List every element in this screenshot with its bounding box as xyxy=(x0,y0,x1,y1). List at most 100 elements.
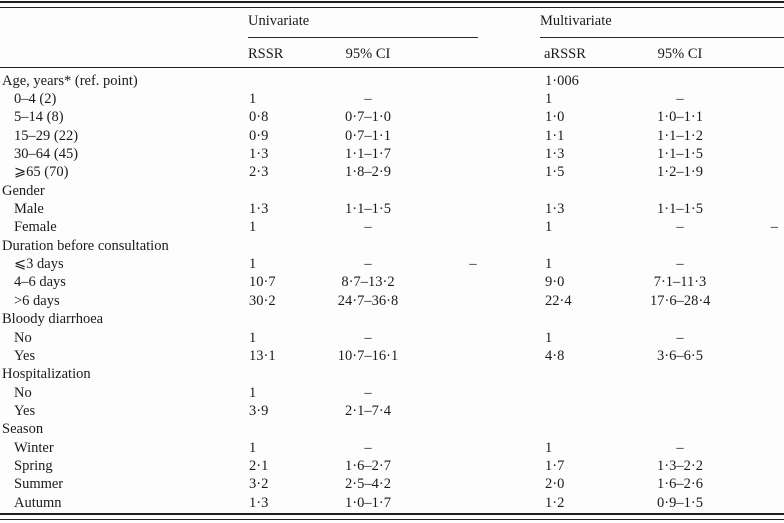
cell-ci-multivariate: 1·1–1·5 xyxy=(657,145,703,162)
cell-stray-dash-left xyxy=(406,200,540,218)
cell-stray-dash-right xyxy=(710,145,784,163)
cell-arssr: 1 xyxy=(545,219,553,236)
table-row: >6 days 30·2 24·7–36·8 22·4 17·6–28·4 xyxy=(0,292,784,310)
cell-stray-dash-left xyxy=(406,218,540,236)
row-label: ⩽3 days xyxy=(14,256,64,273)
cell-ci-multivariate: 1·3–2·2 xyxy=(657,458,703,475)
cell-stray-dash-left xyxy=(406,273,540,291)
table-row: Female 1 – 1 – – xyxy=(0,218,784,236)
cell-arssr: 1·7 xyxy=(545,458,565,475)
cell-stray-dash-right xyxy=(710,127,784,145)
cell-ci-multivariate xyxy=(650,72,710,90)
col-header-ci-multivariate: 95% CI xyxy=(657,46,703,62)
cell-ci-multivariate xyxy=(650,237,710,255)
row-label: Spring xyxy=(14,458,53,475)
row-label: >6 days xyxy=(14,292,60,309)
row-label: Gender xyxy=(2,182,45,199)
cell-ci-multivariate: 1·6–2·6 xyxy=(657,476,703,493)
row-label: Female xyxy=(14,219,57,236)
cell-arssr xyxy=(540,420,650,438)
cell-stray-dash-left xyxy=(406,145,540,163)
table-row: Duration before consultation xyxy=(0,237,784,255)
cell-ci-univariate xyxy=(330,72,406,90)
cell-ci-multivariate: 17·6–28·4 xyxy=(650,292,711,309)
table-row: Bloody diarrhoea xyxy=(0,310,784,328)
cell-arssr: 1 xyxy=(545,90,553,107)
table-row: ⩽3 days 1 – – 1 – xyxy=(0,255,784,273)
cell-stray-dash-right xyxy=(710,365,784,383)
table-row: 0–4 (2) 1 – 1 – xyxy=(0,90,784,108)
cell-rssr: 30·2 xyxy=(249,292,276,309)
col-header-rssr: RSSR xyxy=(248,46,284,62)
row-label: 15–29 (22) xyxy=(14,127,79,144)
cell-stray-dash-right xyxy=(710,255,784,273)
cell-stray-dash-left xyxy=(406,237,540,255)
cell-stray-dash-left xyxy=(406,127,540,145)
cell-ci-univariate: – xyxy=(364,219,372,236)
row-label: No xyxy=(14,384,32,401)
cell-rssr xyxy=(244,310,330,328)
cell-stray-dash-left xyxy=(406,163,540,181)
cell-stray-dash-right xyxy=(710,108,784,126)
cell-rssr: 3·9 xyxy=(249,402,269,419)
col-header-arssr: aRSSR xyxy=(544,46,586,62)
table-row: 5–14 (8) 0·8 0·7–1·0 1·0 1·0–1·1 xyxy=(0,108,784,126)
cell-stray-dash-right xyxy=(710,163,784,181)
cell-arssr: 1 xyxy=(545,439,553,456)
cell-rssr: 2·1 xyxy=(249,458,269,475)
row-label: No xyxy=(14,329,32,346)
cell-rssr: 3·2 xyxy=(249,476,269,493)
table-row: Season xyxy=(0,420,784,438)
cell-ci-univariate: 2·1–7·4 xyxy=(345,402,391,419)
cell-ci-multivariate: – xyxy=(676,90,684,107)
top-double-rule xyxy=(0,1,784,8)
cell-stray-dash-left xyxy=(406,365,540,383)
cell-stray-dash-right xyxy=(710,72,784,90)
cell-ci-univariate: 0·7–1·0 xyxy=(345,109,391,126)
cell-ci-univariate: – xyxy=(364,384,372,401)
row-label: Yes xyxy=(14,402,36,419)
cell-stray-dash-left xyxy=(406,420,540,438)
cell-stray-dash-left xyxy=(406,108,540,126)
cell-stray-dash-right xyxy=(710,182,784,200)
table-row: No 1 – 1 – xyxy=(0,329,784,347)
cell-stray-dash-right xyxy=(710,475,784,493)
row-label: Bloody diarrhoea xyxy=(2,311,104,328)
cell-stray-dash-left xyxy=(406,347,540,365)
row-label: Summer xyxy=(14,476,64,493)
cell-ci-univariate xyxy=(330,420,406,438)
cell-ci-univariate: 24·7–36·8 xyxy=(337,292,399,309)
col-header-spacer xyxy=(406,44,540,64)
row-label: Male xyxy=(14,201,44,218)
cell-stray-dash-left xyxy=(406,72,540,90)
multivariate-spanner-rule xyxy=(540,37,784,38)
univariate-spanner-rule xyxy=(248,37,478,38)
table-row: ⩾65 (70) 2·3 1·8–2·9 1·5 1·2–1·9 xyxy=(0,163,784,181)
row-label: Season xyxy=(2,421,44,438)
cell-rssr: 1 xyxy=(249,256,257,273)
cell-rssr xyxy=(244,365,330,383)
table-row: Male 1·3 1·1–1·5 1·3 1·1–1·5 xyxy=(0,200,784,218)
cell-stray-dash-right xyxy=(710,384,784,402)
cell-stray-dash-right xyxy=(710,494,784,512)
table-row: Spring 2·1 1·6–2·7 1·7 1·3–2·2 xyxy=(0,457,784,475)
cell-rssr: 10·7 xyxy=(249,274,276,291)
cell-rssr: 1 xyxy=(249,329,257,346)
cell-stray-dash-right xyxy=(710,292,784,310)
cell-ci-univariate: – xyxy=(364,90,372,107)
cell-ci-univariate: 1·0–1·7 xyxy=(345,494,391,511)
cell-stray-dash-left xyxy=(406,384,540,402)
cell-ci-univariate: 1·8–2·9 xyxy=(345,164,391,181)
cell-ci-multivariate: 0·9–1·5 xyxy=(657,494,703,511)
cell-arssr: 22·4 xyxy=(545,292,572,309)
cell-ci-multivariate xyxy=(650,182,710,200)
cell-ci-univariate xyxy=(330,237,406,255)
header-body-rule xyxy=(0,67,784,68)
cell-rssr: 1 xyxy=(249,439,257,456)
cell-ci-univariate: – xyxy=(364,329,372,346)
bottom-double-rule xyxy=(0,513,784,520)
cell-stray-dash-left xyxy=(406,329,540,347)
cell-rssr xyxy=(244,420,330,438)
cell-rssr xyxy=(244,237,330,255)
